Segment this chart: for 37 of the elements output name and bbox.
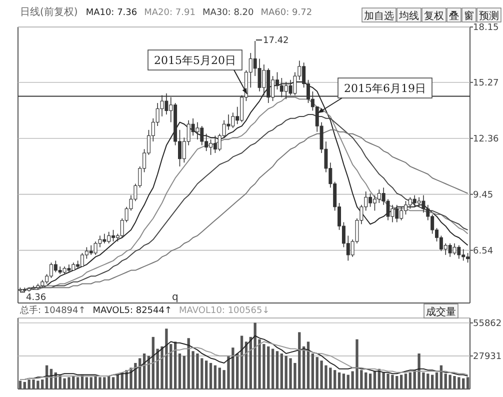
text: MA30: 8.20: [202, 8, 254, 18]
button: 均线: [396, 8, 422, 22]
candlestick: [196, 122, 200, 140]
candlestick: [452, 242, 456, 256]
text: MAVOL10: 100565↓: [179, 306, 270, 316]
callout: 2015年6月19日: [318, 78, 432, 114]
y-tick-label: 12.36: [473, 134, 500, 144]
button: 叠: [446, 8, 462, 22]
candlestick: [258, 58, 262, 92]
candlestick: [422, 194, 426, 214]
button: 成交量: [424, 304, 458, 318]
annotation: 17.42: [263, 36, 289, 46]
text: 总手: 104894↑: [19, 305, 86, 316]
y-tick-label: 9.45: [473, 190, 494, 200]
button: 复权: [422, 8, 446, 22]
button: 预测: [476, 8, 502, 22]
y-tick-label: 6.54: [473, 246, 494, 256]
text: MA20: 7.91: [144, 8, 196, 18]
text: MA10: 7.36: [86, 8, 138, 18]
text: MA60: 9.72: [260, 8, 312, 18]
price-tag: 17.42: [256, 36, 289, 46]
y-tick-label: 15.27: [473, 78, 499, 88]
annotation: q: [172, 292, 178, 303]
button: 窗: [462, 8, 476, 22]
y-tick-label: 55862: [473, 318, 502, 329]
callout: 2015年5月20日: [148, 50, 248, 94]
y-tick-label: 27931: [473, 352, 502, 362]
candlestick: [417, 196, 421, 208]
chart-title: 日线(前复权): [20, 6, 78, 18]
button: 加自选: [362, 8, 396, 22]
candlestick: [94, 241, 98, 256]
text: MAVOL5: 82544↑: [92, 306, 172, 316]
annotation: 2015年5月20日: [154, 54, 236, 67]
candlestick: [390, 204, 394, 223]
annotation: 2015年6月19日: [344, 82, 426, 95]
annotation: 4.36: [26, 293, 46, 303]
y-tick-label: 18.15: [473, 23, 499, 33]
